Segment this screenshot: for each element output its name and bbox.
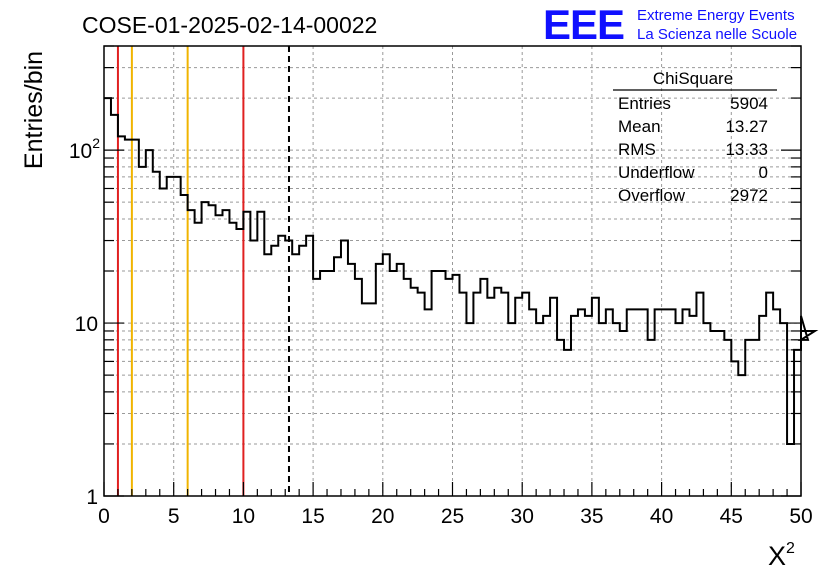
x-tick-label: 35 (580, 505, 603, 528)
x-tick-label: 5 (168, 505, 180, 528)
stats-label-rms: RMS (618, 140, 656, 159)
run-title: COSE-01-2025-02-14-00022 (82, 12, 377, 38)
x-tick-label: 50 (789, 505, 812, 528)
stats-label-mean: Mean (618, 117, 661, 136)
reference-lines (116, 46, 290, 496)
y-tick-labels: 1 10 102 (69, 135, 100, 509)
brand-line-1: Extreme Energy Events (637, 7, 795, 24)
x-tick-label: 25 (441, 505, 464, 528)
x-tick-label: 0 (98, 505, 110, 528)
x-tick-labels: 0 5 10 15 20 25 30 35 40 45 50 (98, 505, 813, 528)
x-axis-label: X2 (768, 540, 795, 571)
grid (104, 46, 801, 496)
x-tick-label: 15 (301, 505, 324, 528)
x-tick-label: 30 (511, 505, 534, 528)
histogram-outline (104, 97, 819, 445)
x-tick-label: 10 (232, 505, 255, 528)
stats-value-rms: 13.33 (725, 140, 768, 159)
stats-value-overflow: 2972 (730, 186, 768, 205)
stats-value-mean: 13.27 (725, 117, 768, 136)
y-tick-label: 1 (86, 486, 98, 509)
stats-label-entries: Entries (618, 94, 671, 113)
y-tick-label: 10 (75, 313, 98, 336)
x-tick-label: 45 (720, 505, 743, 528)
brand-line-2: La Scienza nelle Scuole (637, 26, 797, 43)
stats-value-entries: 5904 (730, 94, 768, 113)
eee-logo-text: EEE (543, 1, 624, 48)
stats-label-underflow: Underflow (618, 163, 695, 182)
stats-box: ChiSquare Entries 5904 Mean 13.27 RMS 13… (613, 69, 777, 205)
x-tick-label: 20 (371, 505, 394, 528)
stats-label-overflow: Overflow (618, 186, 686, 205)
y-axis-label: Entries/bin (20, 51, 48, 169)
x-tick-label: 40 (650, 505, 673, 528)
y-tick-label: 102 (69, 135, 100, 163)
stats-title: ChiSquare (653, 69, 733, 88)
axis-ticks (103, 45, 802, 497)
eee-logo: EEE (543, 1, 625, 48)
stats-value-underflow: 0 (759, 163, 768, 182)
